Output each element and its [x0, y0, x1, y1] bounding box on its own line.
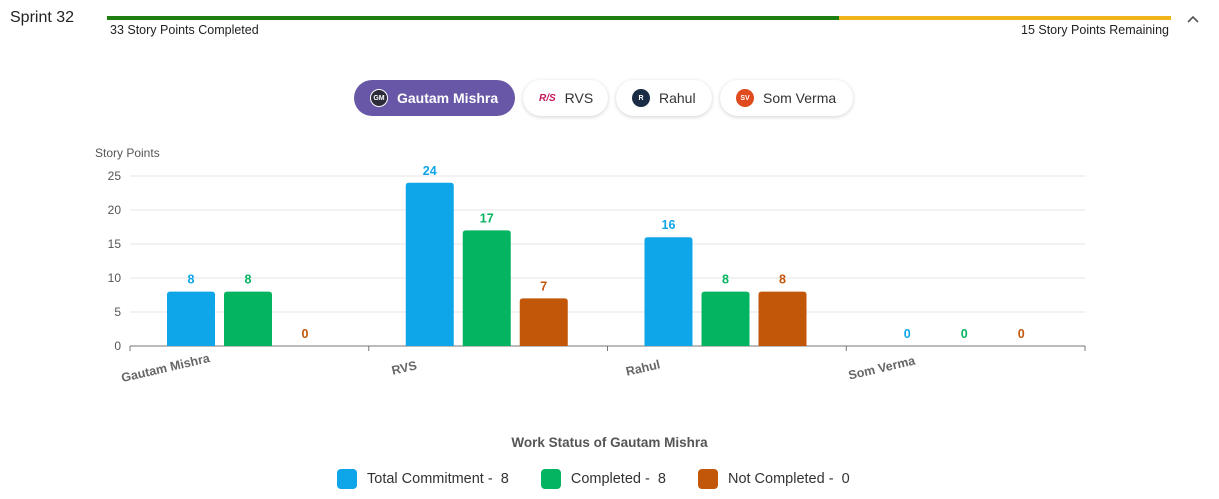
legend-value: 8: [500, 471, 509, 487]
progress-remaining-segment: [838, 16, 1171, 20]
data-label: 8: [779, 273, 786, 287]
data-label: 8: [245, 273, 252, 287]
bar-not-completed: [519, 298, 568, 346]
legend-swatch: [540, 469, 561, 489]
chip-som-verma[interactable]: SV Som Verma: [720, 80, 853, 116]
avatar: GM: [370, 89, 388, 107]
y-axis-label: Story Points: [95, 146, 160, 160]
legend-value: 0: [841, 471, 850, 487]
completed-points-label: 33 Story Points Completed: [110, 23, 259, 37]
y-tick-label: 0: [114, 339, 121, 353]
legend-label: Total Commitment -: [367, 471, 493, 487]
chevron-up-icon[interactable]: [1186, 13, 1200, 25]
bar-total-commitment: [405, 182, 454, 346]
x-tick-label: Som Verma: [847, 353, 918, 382]
legend-item-completed[interactable]: Completed - 8: [540, 469, 666, 489]
x-tick-label: Gautam Mishra: [120, 351, 212, 385]
y-tick-label: 25: [108, 169, 122, 183]
x-tick-label: RVS: [390, 358, 418, 377]
data-label: 7: [540, 279, 547, 293]
data-label: 24: [423, 164, 437, 178]
chip-label: Gautam Mishra: [397, 90, 499, 106]
bar-completed: [462, 230, 511, 346]
chip-gautam-mishra[interactable]: GM Gautam Mishra: [354, 80, 515, 116]
legend-item-total[interactable]: Total Commitment - 8: [337, 469, 509, 489]
y-tick-label: 10: [108, 271, 122, 285]
chip-rvs[interactable]: R/S RVS: [523, 80, 608, 116]
legend-label: Completed -: [570, 471, 650, 487]
legend-value: 8: [657, 471, 666, 487]
chip-label: Som Verma: [763, 90, 837, 106]
legend-swatch: [337, 469, 357, 489]
progress-completed-segment: [107, 16, 839, 20]
y-tick-label: 5: [114, 305, 121, 319]
bar-not-completed: [758, 291, 807, 346]
data-label: 8: [722, 273, 729, 287]
sprint-title: Sprint 32: [10, 9, 75, 26]
chip-rahul[interactable]: R Rahul: [616, 80, 712, 116]
bar-total-commitment: [167, 291, 215, 346]
remaining-points-label: 15 Story Points Remaining: [1021, 23, 1169, 37]
bar-completed: [701, 291, 750, 346]
legend-label: Not Completed -: [727, 471, 834, 487]
member-filter-chips: GM Gautam Mishra R/S RVS R Rahul SV Som …: [354, 80, 853, 116]
data-label: 0: [302, 327, 309, 341]
avatar: R: [632, 89, 650, 107]
data-label: 0: [1018, 327, 1025, 341]
rvs-logo-icon: R/S: [539, 92, 556, 104]
data-label: 0: [961, 327, 968, 341]
chart-legend: Total Commitment - 8 Completed - 8 Not C…: [337, 469, 882, 489]
bar-total-commitment: [644, 237, 693, 346]
chip-label: RVS: [564, 90, 594, 106]
legend-item-not-completed[interactable]: Not Completed - 0: [697, 469, 850, 489]
bar-completed: [224, 291, 272, 346]
data-label: 8: [188, 273, 195, 287]
x-tick-label: Rahul: [624, 357, 661, 378]
legend-swatch: [697, 469, 718, 489]
y-tick-label: 20: [108, 203, 122, 217]
avatar: SV: [736, 89, 754, 107]
data-label: 17: [480, 211, 494, 225]
y-tick-label: 15: [108, 237, 122, 251]
sprint-progress-bar: [107, 16, 1171, 20]
legend-title: Work Status of Gautam Mishra: [511, 435, 708, 450]
data-label: 0: [904, 327, 911, 341]
data-label: 16: [662, 218, 676, 232]
chip-label: Rahul: [659, 90, 696, 106]
